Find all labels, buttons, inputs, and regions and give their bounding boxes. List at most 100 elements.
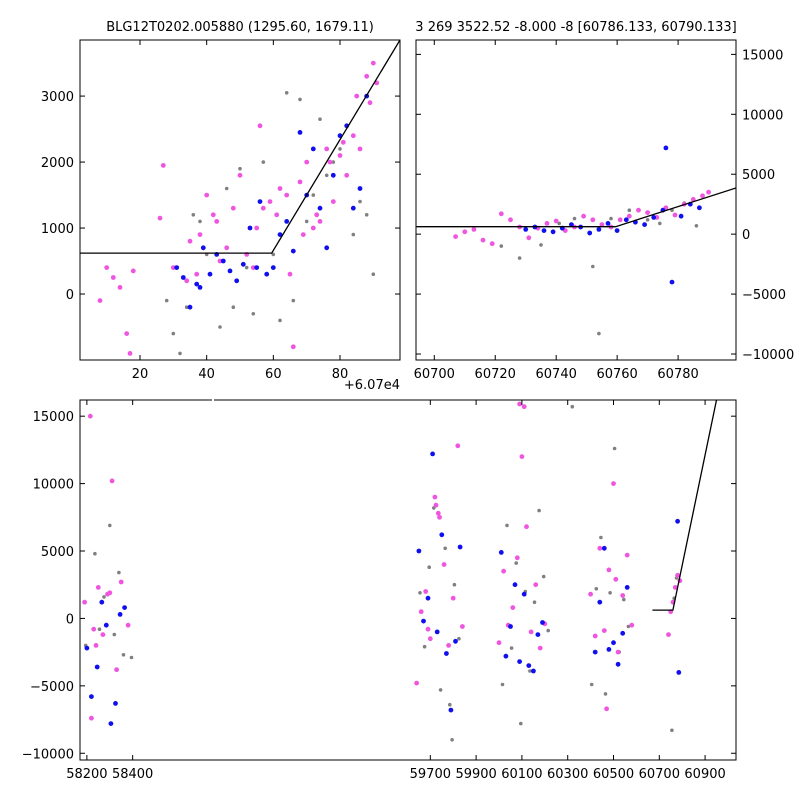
p2-pink-point: [480, 237, 486, 243]
p1-pink-point: [314, 212, 320, 218]
p1-ytick-label: 2000: [41, 156, 74, 171]
p3-pink-point: [514, 555, 520, 561]
p1-blue-point: [174, 265, 180, 270]
p1-pink-point: [214, 219, 220, 224]
p1-blue-point: [194, 281, 200, 287]
p3-gray-point: [108, 523, 112, 528]
p1-pink-point: [337, 153, 343, 158]
p1-pink-point: [327, 159, 333, 165]
p1-ytick-label: 3000: [41, 90, 74, 105]
panel-top-left-plot: [80, 40, 400, 356]
p1-pink-point: [287, 271, 293, 277]
p1-gray-point: [191, 213, 196, 217]
p1-pink-point: [157, 215, 163, 221]
p3-blue-point: [444, 651, 449, 656]
p1-gray-point: [231, 305, 236, 310]
p1-pink-point: [367, 100, 373, 106]
p2-ytick-label: −10000: [742, 348, 794, 363]
p3-gray-point: [452, 582, 457, 587]
p1-gray-point: [358, 199, 362, 204]
p1-blue-point: [180, 275, 186, 280]
p2-gray-point: [645, 218, 650, 222]
p2-ytick-label: 0: [742, 228, 750, 243]
p2-blue-point: [569, 222, 574, 228]
p3-blue-point: [94, 664, 100, 670]
p3-gray-point: [541, 574, 546, 579]
panel-top-right-plot: [416, 145, 736, 336]
p3-gray-point: [97, 627, 102, 631]
p3-pink-point: [615, 649, 621, 655]
p1-gray-point: [284, 91, 289, 95]
p3-blue-point: [434, 629, 440, 635]
p3-blue-point: [89, 694, 94, 699]
p1-gray-point: [371, 272, 376, 277]
panel-top-left-frame: [79, 39, 401, 361]
p3-gray-point: [537, 508, 541, 513]
p3-gray-point: [546, 628, 550, 633]
p3-gray-point: [438, 688, 443, 692]
p3-blue-point: [103, 622, 109, 628]
p3-ytick-label: 10000: [33, 478, 74, 493]
p1-blue-point: [350, 205, 356, 211]
p1-pink-point: [277, 186, 283, 191]
p2-blue-point: [669, 279, 675, 285]
p1-pink-point: [237, 172, 243, 178]
p1-xtick-label: 40: [198, 367, 215, 382]
p2-ytick-label: −5000: [742, 288, 786, 303]
p1-pink-point: [344, 172, 350, 178]
p1-pink-point: [257, 123, 263, 129]
panel-top-left-title: BLG12T0202.005880 (1295.60, 1679.11): [106, 20, 374, 35]
p1-gray-point: [218, 325, 222, 329]
p1-pink-point: [170, 265, 176, 270]
p2-gray-point: [609, 216, 613, 221]
p3-gray-point: [570, 404, 575, 409]
p3-gray-point: [589, 682, 594, 687]
p2-pink-point: [690, 197, 696, 202]
p3-pink-point: [93, 643, 99, 648]
p2-gray-point: [517, 256, 522, 260]
p1-blue-point: [207, 271, 213, 277]
p3-pink-point: [427, 636, 433, 642]
p3-pink-point: [441, 562, 447, 567]
p2-gray-point: [539, 243, 543, 247]
p3-pink-point: [597, 545, 603, 551]
p2-pink-point: [700, 193, 705, 199]
p1-pink-point: [340, 139, 346, 145]
p3-blue-point: [675, 518, 680, 524]
p3-pink-point: [537, 645, 543, 651]
p3-xtick-label: 59900: [455, 767, 496, 782]
p3-pink-point: [107, 590, 113, 596]
p1-pink-point: [230, 205, 236, 211]
p3-pink-point: [418, 609, 424, 615]
p1-pink-point: [324, 146, 330, 152]
p1-pink-point: [197, 232, 203, 238]
p1-pink-point: [124, 331, 130, 336]
p1-gray-point: [304, 219, 309, 224]
p3-blue-point: [517, 659, 522, 664]
p3-gray-point: [505, 523, 509, 528]
panel-top-right-title: 3 269 3522.52 -8.000 -8 [60786.133, 6079…: [415, 20, 736, 35]
p3-pink-point: [675, 572, 680, 578]
p1-pink-point: [217, 258, 223, 264]
p1-pink-point: [127, 351, 133, 356]
p3-ytick-label: −5000: [30, 680, 74, 695]
p1-gray-point: [271, 252, 276, 257]
p3-pink-point: [460, 624, 465, 629]
p3-pink-point: [455, 443, 461, 449]
panel-bottom: 58200 58400 59700 59900 60100 60300 60500 60700…: [22, 396, 737, 782]
p1-pink-point: [97, 298, 103, 303]
p2-blue-point: [587, 230, 593, 236]
p1-gray-point: [251, 312, 256, 316]
p3-pink-point: [125, 622, 131, 628]
p1-blue-point: [197, 285, 203, 290]
p2-pink-point: [672, 212, 678, 218]
p1-pink-point: [224, 245, 230, 251]
p2-ytick-label: 5000: [742, 168, 775, 183]
p1-blue-point: [270, 265, 276, 270]
p3-blue-point: [99, 599, 105, 605]
p3-gray-point: [670, 728, 674, 733]
p1-pink-point: [254, 225, 260, 231]
p1-gray-point: [238, 166, 242, 171]
p1-pink-point: [204, 192, 210, 198]
